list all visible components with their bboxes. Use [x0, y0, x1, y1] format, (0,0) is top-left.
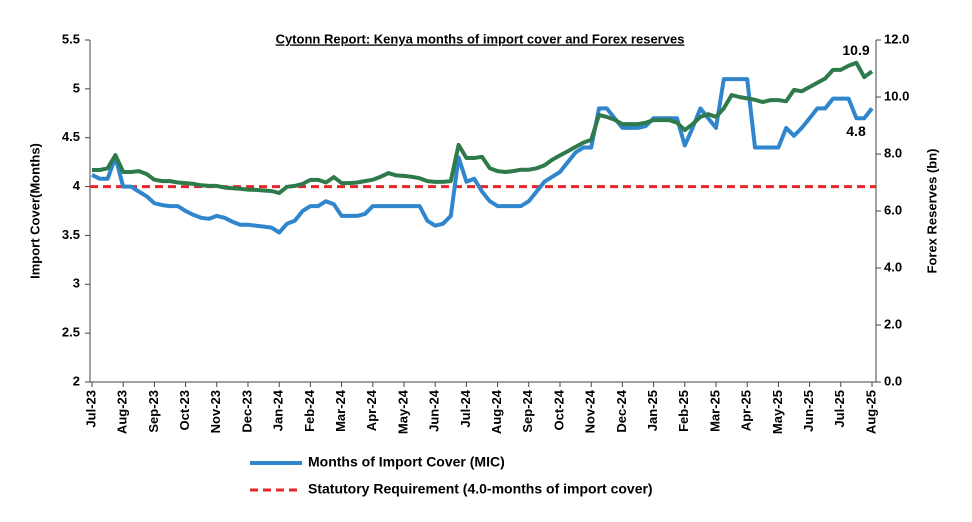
x-tick-label: Sep-24 [520, 389, 535, 432]
y2-tick-label: 12.0 [884, 31, 909, 46]
y2-axis-title: Forex Reserves (bn) [924, 149, 939, 274]
x-tick-label: Aug-25 [863, 390, 878, 434]
x-tick-label: Jul-25 [832, 390, 847, 428]
y-axis-title: Import Cover(Months) [27, 143, 42, 279]
y2-tick-label: 0.0 [884, 373, 902, 388]
legend-label: Months of Import Cover (MIC) [308, 454, 505, 470]
x-tick-label: Jun-25 [801, 390, 816, 432]
x-tick-label: Sep-23 [146, 390, 161, 433]
x-tick-label: May-25 [770, 390, 785, 434]
x-tick-label: May-24 [395, 389, 410, 434]
x-tick-label: Aug-24 [489, 389, 504, 434]
series-line [91, 77, 874, 235]
y2-tick-label: 10.0 [884, 88, 909, 103]
x-tick-label: Feb-24 [302, 389, 317, 432]
y-tick-label: 2 [73, 373, 80, 388]
x-tick-label: Mar-24 [333, 389, 348, 432]
x-tick-label: Dec-24 [614, 389, 629, 432]
data-label: 4.8 [846, 123, 866, 139]
x-tick-label: Apr-24 [364, 389, 379, 431]
x-tick-label: Nov-24 [583, 389, 598, 433]
y-tick-label: 5.5 [62, 31, 80, 46]
y-tick-label: 4.5 [62, 129, 80, 144]
y2-tick-label: 8.0 [884, 145, 902, 160]
x-tick-label: Dec-23 [239, 390, 254, 433]
y-tick-label: 2.5 [62, 325, 80, 340]
y2-tick-label: 6.0 [884, 202, 902, 217]
x-tick-label: Feb-25 [676, 390, 691, 432]
series-line [92, 60, 874, 195]
x-tick-label: Aug-23 [115, 390, 130, 434]
y-tick-label: 5 [73, 80, 80, 95]
x-tick-label: Nov-23 [208, 390, 223, 433]
x-tick-label: Jan-24 [271, 389, 286, 431]
y-tick-label: 4 [73, 178, 81, 193]
x-tick-label: Jul-23 [83, 390, 98, 428]
data-label: 10.9 [842, 42, 869, 58]
x-tick-label: Jan-25 [645, 390, 660, 431]
x-tick-label: Jun-24 [427, 389, 442, 432]
x-tick-label: Mar-25 [707, 390, 722, 432]
y-tick-label: 3 [73, 276, 80, 291]
x-tick-label: Oct-24 [551, 389, 566, 430]
y-tick-label: 3.5 [62, 227, 80, 242]
y2-tick-label: 2.0 [884, 316, 902, 331]
x-tick-label: Jul-24 [458, 389, 473, 427]
legend-label: Statutory Requirement (4.0-months of imp… [308, 481, 653, 497]
x-tick-label: Oct-23 [177, 390, 192, 430]
chart-title: Cytonn Report: Kenya months of import co… [276, 31, 685, 46]
x-tick-label: Apr-25 [739, 390, 754, 431]
y2-tick-label: 4.0 [884, 259, 902, 274]
